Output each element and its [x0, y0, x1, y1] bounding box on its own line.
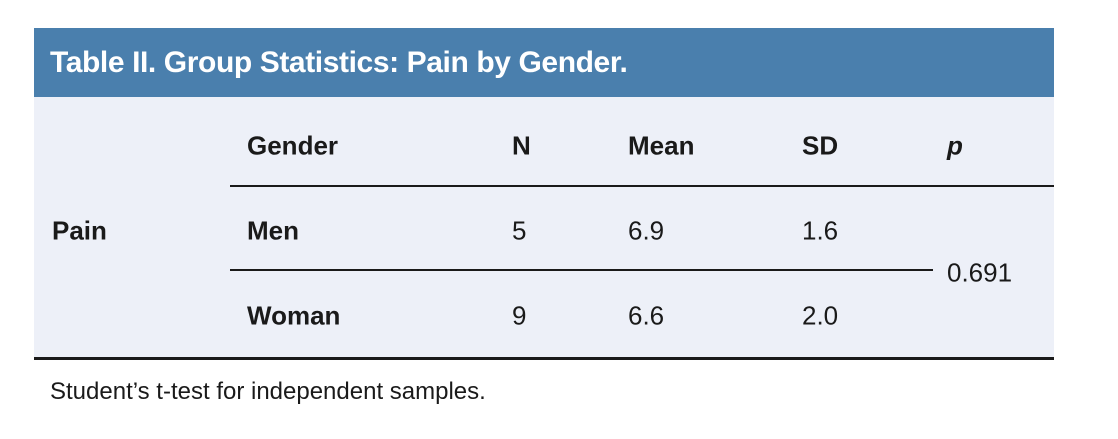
column-header-gender: Gender — [247, 130, 339, 161]
cell-men-mean: 6.9 — [628, 215, 665, 246]
cell-woman-sd: 2.0 — [802, 300, 839, 331]
table-footnote: Student’s t-test for independent samples… — [50, 378, 486, 405]
table-title-bar: Table II. Group Statistics: Pain by Gend… — [34, 28, 1054, 97]
row-group-label-pain: Pain — [52, 215, 107, 246]
header-underline-rule — [230, 185, 1054, 187]
cell-woman-n: 9 — [512, 300, 527, 331]
cell-men-n: 5 — [512, 215, 527, 246]
cell-men-gender: Men — [247, 215, 299, 246]
cell-woman-mean: 6.6 — [628, 300, 665, 331]
row-divider-rule — [230, 269, 933, 271]
table-title: Table II. Group Statistics: Pain by Gend… — [50, 45, 628, 79]
cell-p-value: 0.691 — [947, 257, 1013, 288]
column-header-p: p — [947, 130, 963, 161]
cell-men-sd: 1.6 — [802, 215, 839, 246]
table-body-panel — [34, 97, 1054, 360]
column-header-mean: Mean — [628, 130, 695, 161]
cell-woman-gender: Woman — [247, 300, 341, 331]
column-header-sd: SD — [802, 130, 839, 161]
column-header-n: N — [512, 130, 531, 161]
